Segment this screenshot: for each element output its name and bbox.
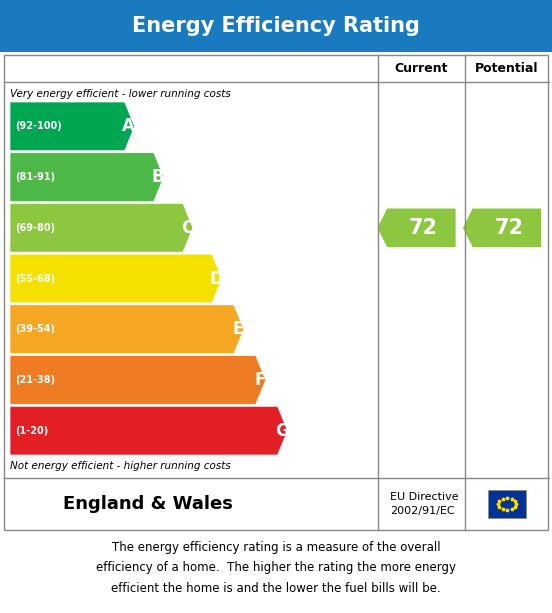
Text: Energy Efficiency Rating: Energy Efficiency Rating [132,16,420,36]
Text: F: F [254,371,266,389]
Text: A: A [122,117,135,135]
Polygon shape [10,102,135,151]
Bar [4,55,548,530]
Text: 72: 72 [495,218,523,238]
Text: (21-38): (21-38) [15,375,55,385]
Polygon shape [10,305,244,354]
Text: EU Directive
2002/91/EC: EU Directive 2002/91/EC [390,492,459,516]
Text: B: B [151,168,164,186]
Polygon shape [376,208,457,248]
Text: Potential: Potential [475,62,539,75]
Text: The energy efficiency rating is a measure of the overall
efficiency of a home.  : The energy efficiency rating is a measur… [96,541,456,595]
Text: Not energy efficient - higher running costs: Not energy efficient - higher running co… [10,461,231,471]
Text: E: E [232,320,243,338]
Polygon shape [10,356,266,405]
Text: D: D [209,270,223,287]
Text: C: C [181,219,193,237]
Polygon shape [10,254,222,303]
Text: G: G [275,422,288,440]
Text: England & Wales: England & Wales [63,495,233,513]
Text: (92-100): (92-100) [15,121,62,131]
Polygon shape [10,406,288,455]
Text: (81-91): (81-91) [15,172,55,182]
Bar [0,0,552,52]
Text: Current: Current [395,62,448,75]
Text: (1-20): (1-20) [15,425,48,436]
Polygon shape [10,153,164,202]
Text: 72: 72 [409,218,438,238]
Polygon shape [462,208,542,248]
Text: (55-68): (55-68) [15,273,55,283]
Text: Very energy efficient - lower running costs: Very energy efficient - lower running co… [10,89,231,99]
Polygon shape [10,204,193,252]
Bar [488,490,526,518]
Text: (39-54): (39-54) [15,324,55,334]
Text: (69-80): (69-80) [15,223,55,233]
